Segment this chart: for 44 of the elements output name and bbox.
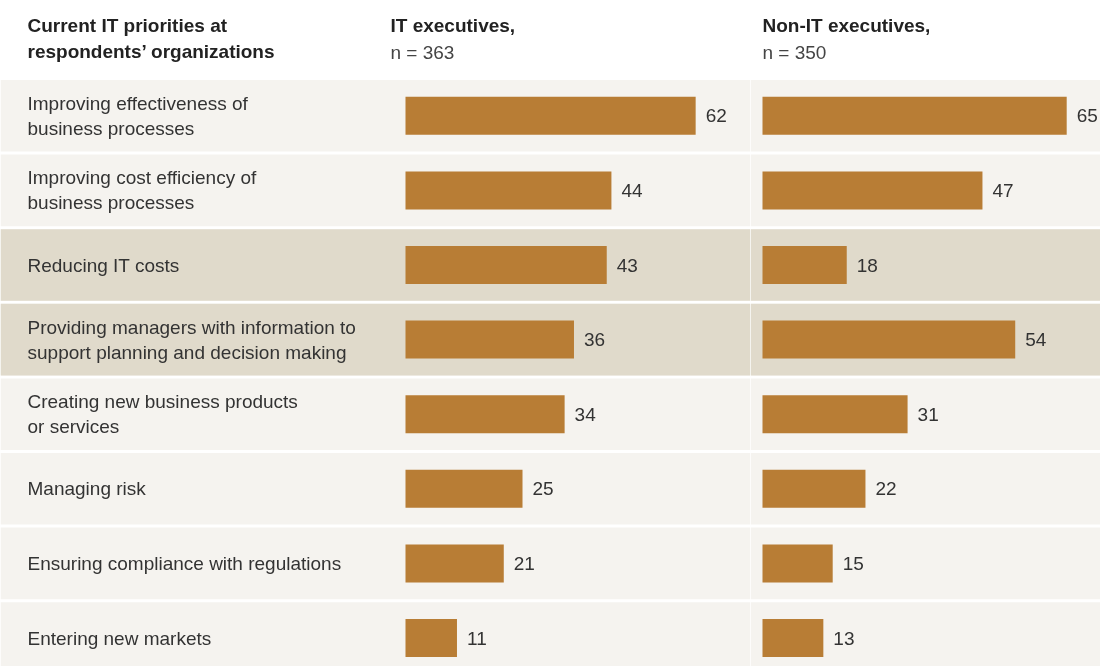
- bar: [762, 544, 833, 583]
- y-tick-label: Providing managers with information to support planning and decision making: [27, 316, 356, 363]
- data-label: 36: [583, 329, 606, 351]
- data-label: 44: [621, 179, 643, 201]
- y-tick-label: Ensuring compliance with regulations: [27, 552, 342, 574]
- data-label: 15: [842, 552, 864, 574]
- y-tick-label: Creating new business products or services: [27, 391, 298, 438]
- data-label: 65: [1076, 105, 1098, 127]
- y-tick-label: Reducing IT costs: [27, 254, 180, 276]
- bar: [762, 395, 908, 434]
- bar: [405, 96, 696, 135]
- chart-subtitle: n = 363: [390, 42, 455, 63]
- data-label: 47: [992, 179, 1014, 201]
- data-label: 43: [616, 254, 638, 276]
- y-tick-label: Managing risk: [27, 478, 147, 500]
- bar: [405, 544, 504, 583]
- data-label: 62: [705, 105, 727, 127]
- y-axis-title: Current IT priorities at respondents’ organizations: [27, 15, 275, 62]
- y-tick-label: Improving cost efficiency of business processes: [27, 167, 258, 214]
- bar: [762, 246, 847, 284]
- bar: [762, 320, 1016, 359]
- bar: [405, 619, 457, 657]
- bar: [762, 619, 824, 657]
- data-label: 31: [917, 403, 939, 425]
- data-label: 22: [875, 478, 897, 500]
- bar: [405, 320, 574, 359]
- chart-title: IT executives,: [390, 15, 516, 36]
- bar: [405, 246, 607, 284]
- data-label: 11: [466, 627, 487, 649]
- data-label: 54: [1025, 329, 1047, 351]
- y-tick-label: Improving effectiveness of business processes: [27, 92, 249, 139]
- data-label: 25: [532, 478, 554, 500]
- chart-title: Non-IT executives,: [762, 15, 931, 36]
- chart-subtitle: n = 350: [762, 42, 827, 63]
- bar: [762, 171, 983, 210]
- data-label: 34: [574, 403, 597, 425]
- bar: [405, 171, 612, 210]
- y-tick-label: Entering new markets: [27, 627, 212, 649]
- data-label: 21: [513, 552, 535, 574]
- data-label: 18: [856, 254, 878, 276]
- data-label: 13: [833, 627, 855, 649]
- bar: [762, 469, 866, 508]
- bar: [405, 395, 565, 434]
- bar: [405, 469, 523, 508]
